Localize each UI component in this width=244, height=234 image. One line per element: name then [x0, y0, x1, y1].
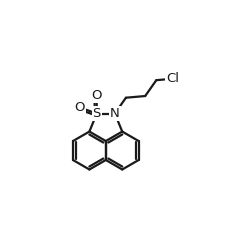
Text: O: O	[92, 89, 102, 102]
Text: O: O	[74, 101, 85, 114]
Text: N: N	[110, 107, 120, 120]
Text: S: S	[92, 107, 101, 120]
Text: Cl: Cl	[166, 72, 179, 85]
